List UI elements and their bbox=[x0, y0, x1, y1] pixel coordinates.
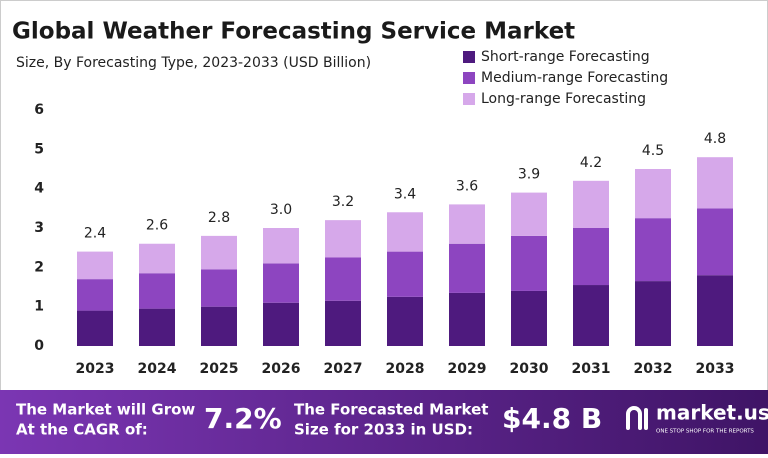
x-tick-label: 2031 bbox=[572, 361, 611, 377]
bar-segment bbox=[139, 273, 175, 309]
bar-segment bbox=[263, 263, 299, 303]
bar-segment bbox=[387, 296, 423, 346]
x-tick-label: 2030 bbox=[510, 361, 549, 377]
x-tick-label: 2027 bbox=[324, 361, 363, 377]
bar-segment bbox=[201, 269, 237, 307]
legend-label: Short-range Forecasting bbox=[481, 49, 650, 65]
bar-segment bbox=[449, 204, 485, 244]
bar-segment bbox=[573, 285, 609, 346]
chart-title: Global Weather Forecasting Service Marke… bbox=[12, 19, 575, 45]
bar-segment bbox=[449, 243, 485, 293]
total-label: 3.4 bbox=[394, 186, 416, 202]
total-label: 3.9 bbox=[518, 167, 540, 183]
bar-segment bbox=[77, 310, 113, 346]
y-tick-label: 4 bbox=[34, 181, 44, 197]
size-value: $4.8 B bbox=[502, 402, 602, 435]
tagline: ONE STOP SHOP FOR THE REPORTS bbox=[656, 429, 754, 435]
total-label: 2.4 bbox=[84, 226, 106, 242]
bar-segment bbox=[635, 218, 671, 282]
total-label: 3.0 bbox=[270, 202, 292, 218]
bar-segment bbox=[201, 306, 237, 346]
total-label: 4.2 bbox=[580, 155, 602, 171]
x-tick-label: 2023 bbox=[76, 361, 115, 377]
cagr-text: At the CAGR of: bbox=[16, 421, 148, 439]
total-label: 2.6 bbox=[146, 218, 168, 234]
y-tick-label: 6 bbox=[34, 102, 44, 118]
y-tick-label: 0 bbox=[34, 338, 44, 354]
y-tick-label: 5 bbox=[34, 141, 44, 157]
brand: market.us bbox=[656, 401, 768, 425]
bar-segment bbox=[263, 302, 299, 346]
y-tick-label: 1 bbox=[34, 299, 44, 315]
y-tick-label: 3 bbox=[34, 220, 44, 236]
x-tick-label: 2026 bbox=[262, 361, 301, 377]
total-label: 4.5 bbox=[642, 143, 664, 159]
legend-swatch bbox=[463, 51, 475, 63]
legend-swatch bbox=[463, 72, 475, 84]
bar-segment bbox=[573, 228, 609, 286]
y-tick-label: 2 bbox=[34, 259, 44, 275]
bar-segment bbox=[325, 300, 361, 346]
bar-segment bbox=[325, 257, 361, 301]
bar-segment bbox=[511, 290, 547, 346]
total-label: 3.2 bbox=[332, 194, 354, 210]
bar-segment bbox=[449, 292, 485, 346]
bar-segment bbox=[387, 212, 423, 252]
logo-icon bbox=[626, 406, 648, 430]
bar-segment bbox=[325, 220, 361, 258]
bar-segment bbox=[511, 235, 547, 291]
cagr-value: 7.2% bbox=[204, 402, 282, 435]
cagr-text: The Market will Grow bbox=[16, 401, 195, 419]
x-tick-label: 2028 bbox=[386, 361, 425, 377]
bar-segment bbox=[697, 157, 733, 209]
size-text: The Forecasted Market bbox=[294, 401, 488, 419]
total-label: 4.8 bbox=[704, 131, 726, 147]
legend-label: Medium-range Forecasting bbox=[481, 70, 668, 86]
total-label: 3.6 bbox=[456, 178, 478, 194]
plot: 0 1 2 3 4 5 6 Short-range Forecasting Medium-ran… bbox=[34, 49, 734, 377]
x-tick-label: 2033 bbox=[696, 361, 735, 377]
bar-segment bbox=[387, 251, 423, 297]
bar-segment bbox=[139, 243, 175, 274]
legend-label: Long-range Forecasting bbox=[481, 91, 646, 107]
size-text: Size for 2033 in USD: bbox=[294, 421, 473, 439]
bar-segment bbox=[77, 279, 113, 311]
bar-segment bbox=[635, 281, 671, 346]
x-tick-label: 2032 bbox=[634, 361, 673, 377]
chart-subtitle: Size, By Forecasting Type, 2023-2033 (US… bbox=[16, 55, 371, 71]
bar-segment bbox=[573, 180, 609, 228]
x-tick-label: 2024 bbox=[138, 361, 177, 377]
bar-segment bbox=[201, 235, 237, 270]
x-tick-label: 2025 bbox=[200, 361, 239, 377]
bar-segment bbox=[635, 169, 671, 219]
bar-segment bbox=[511, 192, 547, 236]
bar-segment bbox=[263, 228, 299, 264]
bar-segment bbox=[697, 275, 733, 346]
legend-swatch bbox=[463, 93, 475, 105]
total-label: 2.8 bbox=[208, 210, 230, 226]
bar-segment bbox=[139, 308, 175, 346]
bar-segment bbox=[77, 251, 113, 280]
bar-segment bbox=[697, 208, 733, 276]
x-tick-label: 2029 bbox=[448, 361, 487, 377]
